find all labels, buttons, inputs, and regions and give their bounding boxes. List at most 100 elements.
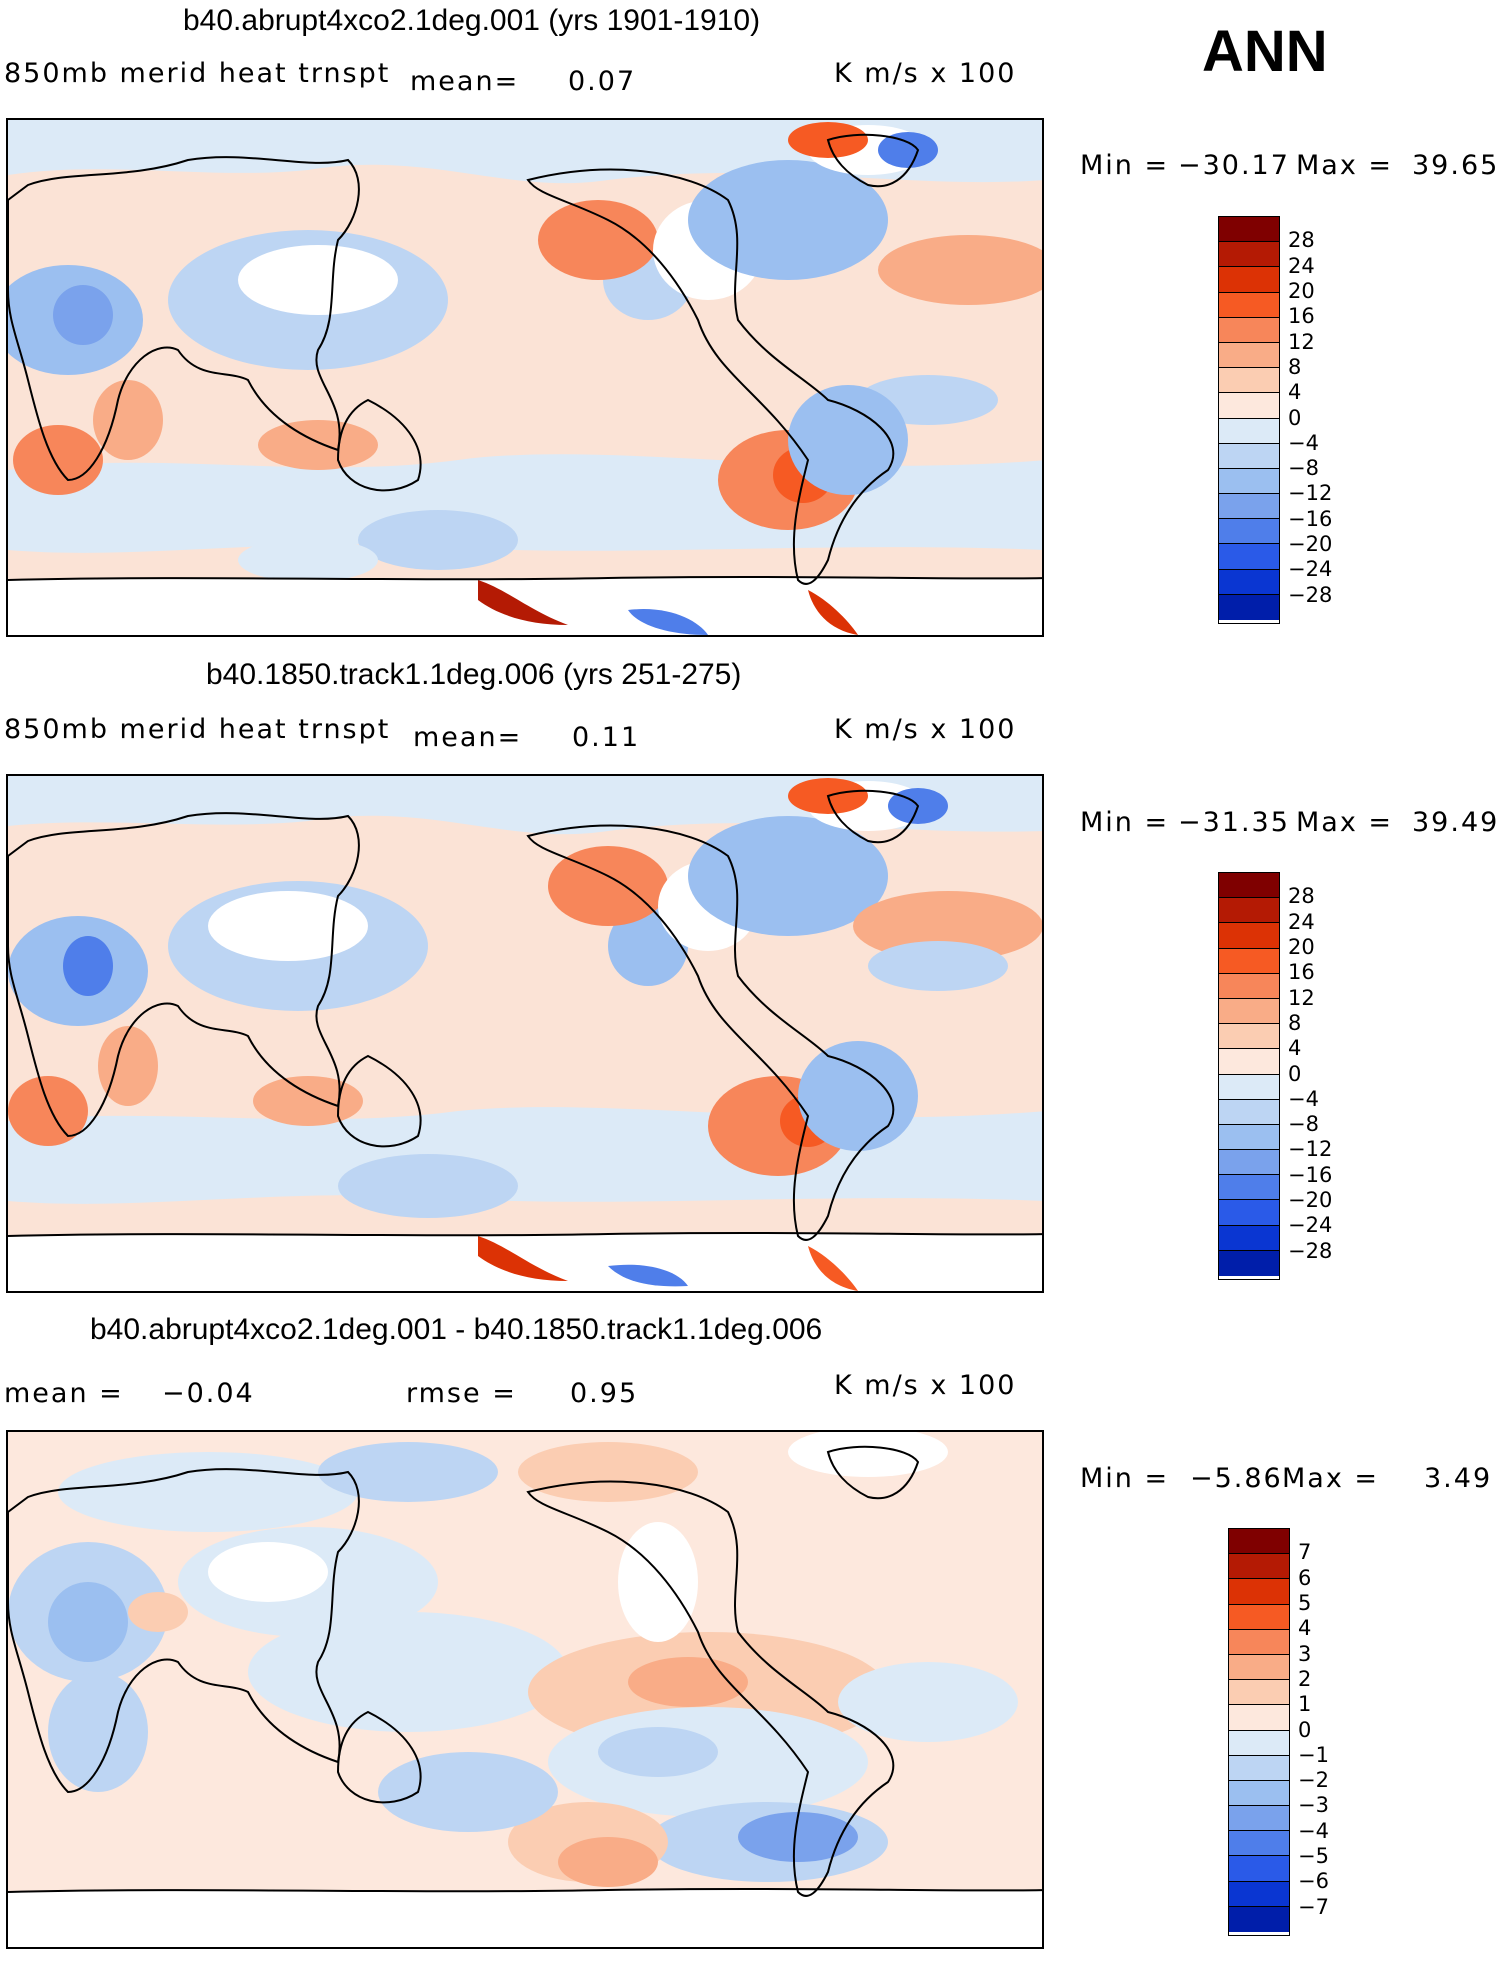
colorbar-swatch	[1219, 242, 1279, 268]
colorbar-swatch	[1219, 1225, 1279, 1251]
panel-1-max-label: Max =	[1296, 150, 1394, 181]
panel-2-mean-value: 0.11	[572, 722, 641, 753]
colorbar-tick-label: −5	[1298, 1844, 1329, 1869]
colorbar-swatch	[1219, 418, 1279, 444]
colorbar-tick-label: −1	[1298, 1742, 1329, 1767]
panel-2-max-label: Max =	[1296, 807, 1394, 838]
panel-1-colorbar	[1218, 216, 1280, 624]
panel-2-title: b40.1850.track1.1deg.006 (yrs 251-275)	[206, 658, 742, 691]
colorbar-tick-label: 0	[1288, 1061, 1302, 1086]
colorbar-swatch	[1219, 569, 1279, 595]
colorbar-tick-label: −12	[1288, 1137, 1333, 1162]
colorbar-swatch	[1219, 368, 1279, 394]
panel-2-units: K m/s x 100	[834, 714, 1017, 745]
panel-1-max-value: 39.65	[1412, 150, 1499, 181]
colorbar-tick-label: −16	[1288, 506, 1333, 531]
colorbar-swatch	[1219, 1099, 1279, 1125]
colorbar-tick-label: 12	[1288, 329, 1315, 354]
panel-3-units: K m/s x 100	[834, 1370, 1017, 1401]
colorbar-swatch	[1219, 267, 1279, 293]
panel-3-rmse-value: 0.95	[570, 1378, 639, 1409]
colorbar-swatch	[1219, 468, 1279, 495]
colorbar-swatch	[1229, 1529, 1289, 1555]
colorbar-tick-label: 28	[1288, 228, 1315, 253]
panel-1-map-svg	[8, 120, 1042, 635]
colorbar-swatch	[1219, 443, 1279, 469]
panel-3-mean-value: −0.04	[162, 1378, 255, 1409]
colorbar-tick-label: 8	[1288, 1010, 1302, 1035]
colorbar-swatch	[1229, 1780, 1289, 1807]
colorbar-swatch	[1229, 1579, 1289, 1605]
colorbar-swatch	[1229, 1604, 1289, 1630]
colorbar-tick-label: 12	[1288, 985, 1315, 1010]
colorbar-swatch	[1219, 519, 1279, 545]
colorbar-swatch	[1219, 998, 1279, 1025]
colorbar-tick-label: −8	[1288, 456, 1319, 481]
colorbar-swatch	[1219, 1250, 1279, 1276]
colorbar-swatch	[1219, 1049, 1279, 1075]
colorbar-tick-label: 1	[1298, 1692, 1312, 1717]
panel-3-title: b40.abrupt4xco2.1deg.001 - b40.1850.trac…	[90, 1313, 823, 1346]
colorbar-tick-label: −4	[1288, 1086, 1319, 1111]
colorbar-swatch	[1229, 1906, 1289, 1932]
colorbar-tick-label: 0	[1288, 405, 1302, 430]
panel-2-colorbar	[1218, 872, 1280, 1280]
colorbar-swatch	[1219, 1200, 1279, 1226]
colorbar-swatch	[1219, 1150, 1279, 1176]
panel-1-title: b40.abrupt4xco2.1deg.001 (yrs 1901-1910)	[183, 4, 761, 37]
panel-3-map	[6, 1430, 1044, 1949]
colorbar-swatch	[1229, 1831, 1289, 1857]
colorbar-tick-label: 4	[1288, 380, 1302, 405]
colorbar-swatch	[1229, 1705, 1289, 1731]
colorbar-tick-label: 6	[1298, 1565, 1312, 1590]
colorbar-tick-label: −12	[1288, 481, 1333, 506]
colorbar-tick-label: −20	[1288, 532, 1333, 557]
colorbar-tick-label: −20	[1288, 1188, 1333, 1213]
colorbar-tick-label: −8	[1288, 1112, 1319, 1137]
colorbar-swatch	[1219, 923, 1279, 949]
colorbar-swatch	[1219, 1175, 1279, 1201]
colorbar-tick-label: 28	[1288, 884, 1315, 909]
colorbar-swatch	[1219, 1024, 1279, 1050]
colorbar-swatch	[1219, 898, 1279, 924]
panel-3-map-svg	[8, 1432, 1042, 1947]
colorbar-tick-label: 0	[1298, 1717, 1312, 1742]
colorbar-tick-label: 24	[1288, 253, 1315, 278]
panel-3-mean-label: mean =	[4, 1378, 124, 1409]
colorbar-tick-label: 24	[1288, 909, 1315, 934]
panel-3-min-label: Min =	[1080, 1463, 1170, 1494]
colorbar-swatch	[1219, 1074, 1279, 1100]
panel-2-map-svg	[8, 776, 1042, 1291]
colorbar-swatch	[1219, 948, 1279, 974]
colorbar-tick-label: 20	[1288, 934, 1315, 959]
colorbar-tick-label: −6	[1298, 1869, 1329, 1894]
colorbar-swatch	[1219, 292, 1279, 318]
colorbar-swatch	[1219, 873, 1279, 899]
panel-1-map	[6, 118, 1044, 637]
colorbar-tick-label: −4	[1298, 1818, 1329, 1843]
colorbar-swatch	[1219, 494, 1279, 520]
colorbar-tick-label: 4	[1298, 1616, 1312, 1641]
colorbar-tick-label: −2	[1298, 1768, 1329, 1793]
colorbar-tick-label: −7	[1298, 1894, 1329, 1919]
colorbar-tick-label: 2	[1298, 1666, 1312, 1691]
colorbar-tick-label: −28	[1288, 582, 1333, 607]
colorbar-tick-label: 16	[1288, 960, 1315, 985]
colorbar-swatch	[1229, 1554, 1289, 1580]
colorbar-swatch	[1229, 1629, 1289, 1655]
colorbar-swatch	[1219, 1124, 1279, 1151]
panel-3-min-value: −5.86	[1190, 1463, 1283, 1494]
panel-1-variable-label: 850mb merid heat trnspt	[4, 58, 391, 89]
panel-2-variable-label: 850mb merid heat trnspt	[4, 714, 391, 745]
colorbar-tick-label: −24	[1288, 1213, 1333, 1238]
colorbar-swatch	[1229, 1730, 1289, 1756]
panel-3-max-label: Max =	[1282, 1463, 1380, 1494]
colorbar-swatch	[1219, 317, 1279, 343]
panel-3-max-value: 3.49	[1424, 1463, 1493, 1494]
panel-1-mean-value: 0.07	[568, 66, 637, 97]
colorbar-tick-label: 7	[1298, 1540, 1312, 1565]
colorbar-swatch	[1229, 1680, 1289, 1706]
colorbar-tick-label: −24	[1288, 557, 1333, 582]
panel-2-map	[6, 774, 1044, 1293]
colorbar-swatch	[1219, 393, 1279, 419]
